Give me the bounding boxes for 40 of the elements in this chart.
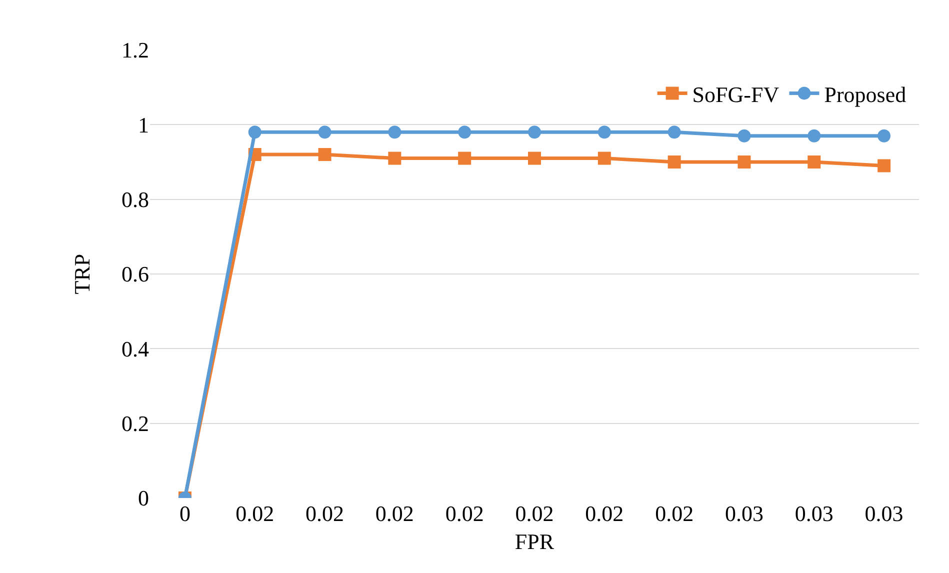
point [388, 152, 402, 165]
point [458, 152, 472, 165]
x-tick-label: 0.03 [864, 501, 904, 526]
y-tick-label: 0.6 [122, 262, 149, 287]
y-tick-label: 0.2 [122, 411, 149, 436]
x-tick-label: 0.02 [375, 501, 414, 526]
point [738, 156, 751, 168]
y-tick-label: 0.8 [122, 187, 149, 212]
point [318, 148, 332, 162]
point [668, 126, 681, 139]
point [808, 129, 821, 142]
point [388, 126, 402, 139]
point [878, 159, 891, 172]
y-axis-title: TRP [69, 254, 94, 294]
point [598, 126, 611, 139]
x-tick-label: 0 [179, 501, 190, 526]
point [878, 129, 891, 142]
x-axis-title: FPR [514, 528, 554, 554]
x-tick-label: 0.02 [655, 501, 694, 526]
x-tick-label: 0.03 [794, 501, 834, 526]
point [738, 129, 751, 142]
x-tick-label: 0.02 [515, 501, 554, 526]
y-tick-label: 0.4 [122, 336, 149, 362]
point [598, 152, 611, 165]
point [528, 126, 541, 139]
x-tick-label: 0.02 [236, 501, 274, 526]
point [668, 156, 681, 168]
point [808, 156, 821, 168]
point [248, 126, 262, 139]
legend-label: Proposed [824, 82, 906, 107]
legend-label: SoFG-FV [692, 82, 780, 107]
x-tick-label: 0.02 [445, 501, 484, 526]
y-tick-label: 1 [138, 112, 149, 138]
point [458, 126, 472, 139]
x-tick-label: 0.02 [585, 501, 624, 526]
x-tick-label: 0.03 [724, 501, 764, 526]
x-tick-label: 0.02 [306, 501, 344, 526]
point [318, 126, 332, 139]
point [528, 152, 541, 165]
y-tick-label: 1.2 [122, 38, 149, 63]
